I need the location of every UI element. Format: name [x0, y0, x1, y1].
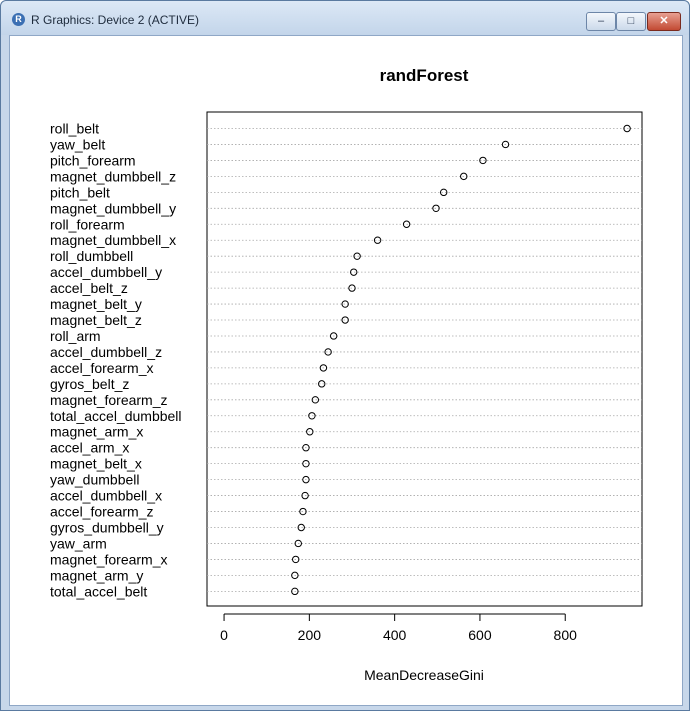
data-point — [294, 539, 302, 548]
data-point — [439, 188, 448, 197]
data-point — [373, 236, 382, 244]
dotchart: randForest roll_beltyaw_beltpitch_forear… — [50, 66, 643, 683]
category-label: total_accel_dumbbell — [50, 408, 182, 424]
category-label: yaw_belt — [50, 136, 105, 152]
category-label: accel_forearm_z — [50, 504, 154, 520]
data-point — [291, 571, 299, 580]
data-point — [319, 364, 328, 372]
category-label: yaw_arm — [50, 535, 107, 551]
data-point — [297, 523, 305, 532]
data-point — [350, 268, 358, 276]
data-point — [291, 587, 299, 596]
category-label: accel_arm_x — [50, 440, 129, 456]
data-point — [501, 140, 510, 149]
maximize-button[interactable]: □ — [616, 12, 646, 31]
category-label: accel_dumbbell_x — [50, 488, 162, 504]
category-label: magnet_arm_y — [50, 567, 143, 583]
x-axis-label: MeanDecreaseGini — [364, 667, 484, 683]
category-label: roll_forearm — [50, 216, 125, 232]
category-label: magnet_forearm_z — [50, 392, 168, 408]
x-tick-label: 0 — [220, 627, 228, 643]
data-points — [291, 124, 631, 596]
x-tick-label: 400 — [383, 627, 407, 643]
category-label: magnet_belt_z — [50, 312, 142, 328]
plot-frame — [206, 111, 643, 607]
data-point — [311, 396, 320, 404]
category-label: gyros_belt_z — [50, 376, 129, 392]
data-point — [341, 300, 349, 308]
window-title: R Graphics: Device 2 (ACTIVE) — [31, 13, 200, 27]
close-button[interactable]: ✕ — [647, 12, 681, 31]
category-label: magnet_arm_x — [50, 424, 143, 440]
data-point — [623, 124, 631, 133]
data-point — [318, 380, 326, 388]
x-axis: 0 200 400 600 800 — [220, 613, 578, 643]
chart-title: randForest — [380, 66, 469, 85]
data-point — [341, 316, 349, 324]
data-point — [460, 172, 468, 181]
category-label: roll_arm — [50, 328, 101, 344]
data-point — [324, 348, 332, 356]
r-logo-icon: R — [12, 13, 25, 26]
data-point — [301, 491, 309, 500]
data-point — [302, 459, 310, 468]
category-label: roll_dumbbell — [50, 248, 133, 264]
data-point — [306, 428, 314, 436]
minimize-icon: – — [597, 15, 605, 27]
x-tick-label: 200 — [298, 627, 322, 643]
category-label: magnet_dumbbell_z — [50, 168, 176, 184]
category-label: yaw_dumbbell — [50, 472, 140, 488]
data-point — [308, 412, 316, 420]
category-label: magnet_belt_y — [50, 296, 142, 312]
data-point — [299, 507, 307, 516]
data-point — [479, 156, 487, 165]
category-label: accel_belt_z — [50, 280, 128, 296]
data-point — [329, 332, 338, 340]
category-label: pitch_forearm — [50, 152, 136, 168]
data-point — [402, 220, 411, 228]
close-icon: ✕ — [659, 15, 669, 27]
category-label: magnet_forearm_x — [50, 551, 168, 567]
category-label: accel_dumbbell_y — [50, 264, 162, 280]
x-tick-label: 600 — [468, 627, 492, 643]
minimize-button[interactable]: – — [586, 12, 616, 31]
data-point — [292, 555, 300, 564]
x-tick-label: 800 — [554, 627, 578, 643]
maximize-icon: □ — [627, 15, 635, 27]
category-labels: roll_beltyaw_beltpitch_forearmmagnet_dum… — [50, 121, 182, 600]
data-point — [348, 284, 356, 292]
category-label: magnet_belt_x — [50, 456, 142, 472]
data-point — [432, 204, 440, 213]
category-label: magnet_dumbbell_y — [50, 200, 176, 216]
category-label: total_accel_belt — [50, 583, 147, 599]
category-label: accel_forearm_x — [50, 360, 154, 376]
data-point — [353, 252, 361, 260]
title-bar[interactable]: R R Graphics: Device 2 (ACTIVE) – □ ✕ — [1, 1, 689, 35]
category-label: accel_dumbbell_z — [50, 344, 162, 360]
data-point — [302, 475, 310, 484]
grid-lines — [207, 128, 642, 592]
category-label: magnet_dumbbell_x — [50, 232, 176, 248]
data-point — [302, 444, 310, 452]
category-label: pitch_belt — [50, 184, 110, 200]
plot-area: randForest roll_belt yaw_belt pitch_forear… — [9, 35, 683, 706]
category-label: gyros_dumbbell_y — [50, 520, 164, 536]
category-label: roll_belt — [50, 121, 99, 137]
